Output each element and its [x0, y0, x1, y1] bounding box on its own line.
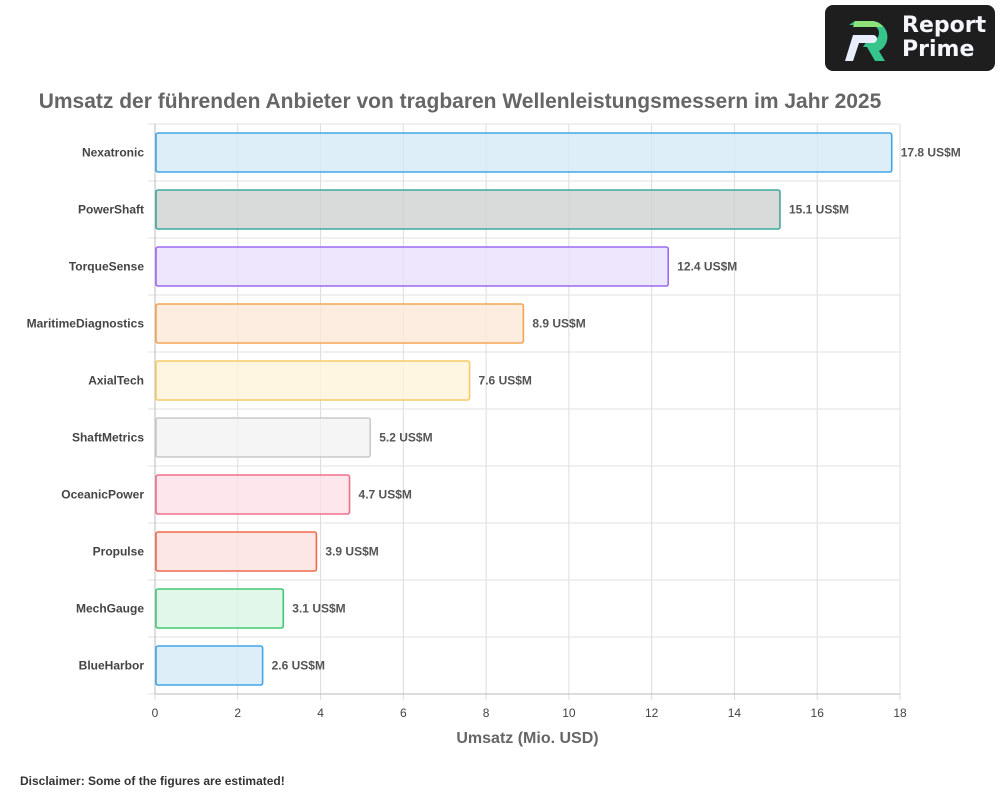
bar-nexatronic — [155, 132, 893, 173]
x-tick-label: 18 — [893, 706, 907, 720]
x-tick-label: 16 — [811, 706, 825, 720]
disclaimer: Disclaimer: Some of the figures are esti… — [20, 774, 285, 788]
bar-blueharbor — [155, 645, 264, 686]
category-label: TorqueSense — [69, 260, 144, 274]
logo-text: Report Prime — [902, 13, 987, 62]
data-label: 8.9 US$M — [532, 317, 585, 331]
bar-powershaft — [155, 189, 781, 230]
data-label: 17.8 US$M — [901, 146, 961, 160]
bar-shaftmetrics — [155, 417, 372, 458]
x-tick-label: 8 — [483, 706, 490, 720]
x-tick-label: 12 — [645, 706, 659, 720]
bar-axialtech — [155, 360, 471, 401]
x-tick-label: 14 — [728, 706, 742, 720]
x-tick-label: 4 — [317, 706, 324, 720]
logo-mark-icon — [845, 21, 888, 61]
data-label: 5.2 US$M — [379, 431, 432, 445]
x-tick-label: 2 — [234, 706, 241, 720]
data-label: 3.9 US$M — [325, 545, 378, 559]
category-label: Propulse — [93, 545, 145, 559]
x-tick-label: 10 — [562, 706, 576, 720]
data-label: 12.4 US$M — [677, 260, 737, 274]
category-label: MechGauge — [76, 602, 144, 616]
bar-propulse — [155, 531, 318, 572]
data-label: 2.6 US$M — [272, 659, 325, 673]
category-label: Nexatronic — [82, 146, 144, 160]
category-label: ShaftMetrics — [72, 431, 144, 445]
x-tick-label: 0 — [152, 706, 159, 720]
data-label: 3.1 US$M — [292, 602, 345, 616]
data-label: 4.7 US$M — [359, 488, 412, 502]
category-label: MaritimeDiagnostics — [27, 317, 145, 331]
category-label: PowerShaft — [78, 203, 144, 217]
x-axis-title: Umsatz (Mio. USD) — [456, 730, 598, 747]
chart-title: Umsatz der führenden Anbieter von tragba… — [38, 90, 882, 113]
category-label: BlueHarbor — [79, 659, 145, 673]
category-label: AxialTech — [88, 374, 144, 388]
data-label: 15.1 US$M — [789, 203, 849, 217]
x-tick-label: 6 — [400, 706, 407, 720]
bar-mechgauge — [155, 588, 285, 629]
bar-oceanicpower — [155, 474, 351, 515]
bar-maritimediagnostics — [155, 303, 525, 344]
category-label: OceanicPower — [61, 488, 144, 502]
data-label: 7.6 US$M — [479, 374, 532, 388]
report-prime-logo: Report Prime — [825, 5, 995, 71]
bar-torquesense — [155, 246, 670, 287]
